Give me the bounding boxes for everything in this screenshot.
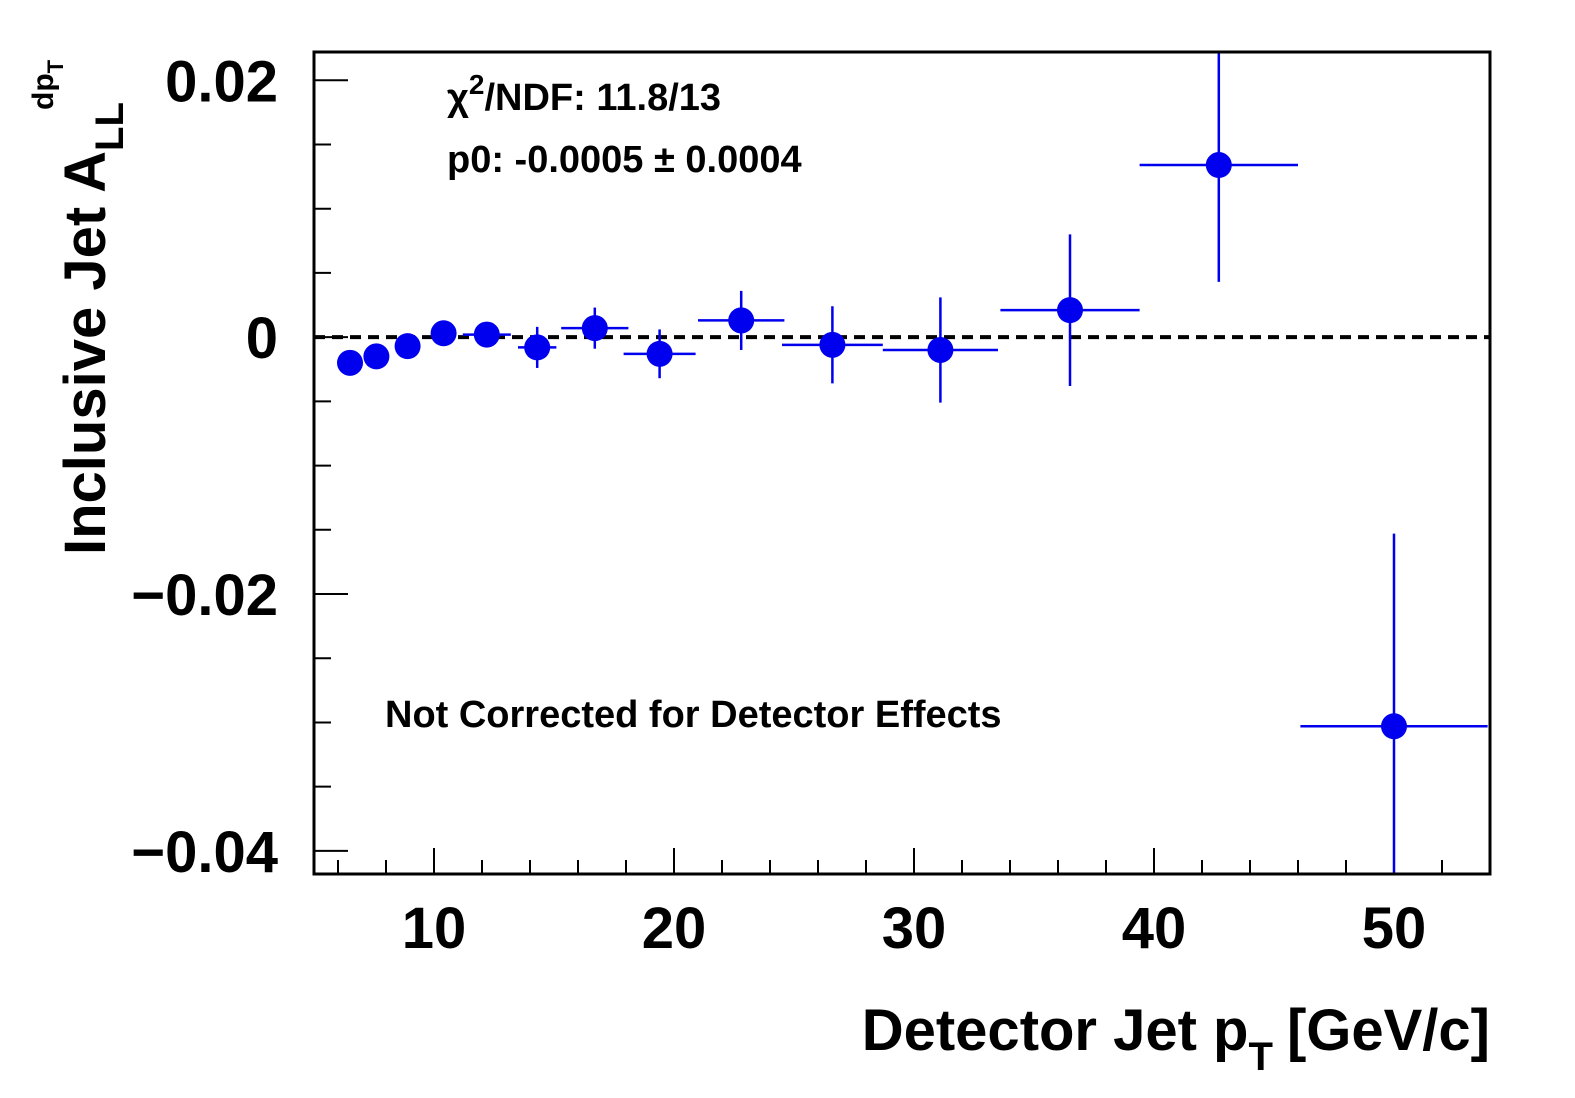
data-points bbox=[337, 52, 1488, 874]
detector-note: Not Corrected for Detector Effects bbox=[385, 694, 1002, 736]
data-point bbox=[927, 336, 954, 363]
data-point bbox=[524, 334, 551, 361]
x-tick-label: 50 bbox=[1362, 896, 1427, 961]
data-point bbox=[337, 349, 363, 376]
x-axis-title: Detector Jet pT [GeV/c] bbox=[862, 998, 1490, 1079]
y-tick-label: −0.04 bbox=[131, 820, 278, 885]
plot-frame bbox=[312, 50, 1492, 876]
y-axis-title-superscript: dpT bbox=[27, 59, 68, 110]
x-tick-label: 20 bbox=[642, 896, 707, 961]
data-point bbox=[1381, 713, 1407, 740]
axis-ticks bbox=[314, 79, 1491, 874]
data-point bbox=[473, 321, 500, 348]
data-point bbox=[1057, 297, 1083, 324]
data-point bbox=[363, 343, 390, 370]
data-point bbox=[646, 340, 673, 367]
data-point bbox=[430, 320, 457, 347]
data-point bbox=[728, 307, 755, 334]
x-tick-label: 10 bbox=[402, 896, 467, 961]
data-point bbox=[581, 315, 608, 342]
fit-chi2-text: χ2/NDF: 11.8/13 bbox=[447, 69, 721, 119]
y-tick-label: 0.02 bbox=[165, 49, 278, 114]
data-point bbox=[819, 331, 846, 358]
y-tick-label: 0 bbox=[246, 306, 278, 371]
data-point bbox=[1205, 152, 1232, 179]
y-axis-title: Inclusive Jet ALL bbox=[53, 102, 132, 555]
x-tick-label: 40 bbox=[1122, 896, 1187, 961]
tick-labels: 10 20 30 40 50 0.02 0 −0.02 −0.04 bbox=[131, 49, 1426, 961]
y-tick-label: −0.02 bbox=[131, 563, 278, 628]
fit-p0-text: p0: -0.0005 ± 0.0004 bbox=[447, 139, 802, 181]
x-tick-label: 30 bbox=[882, 896, 947, 961]
data-point bbox=[394, 333, 421, 360]
